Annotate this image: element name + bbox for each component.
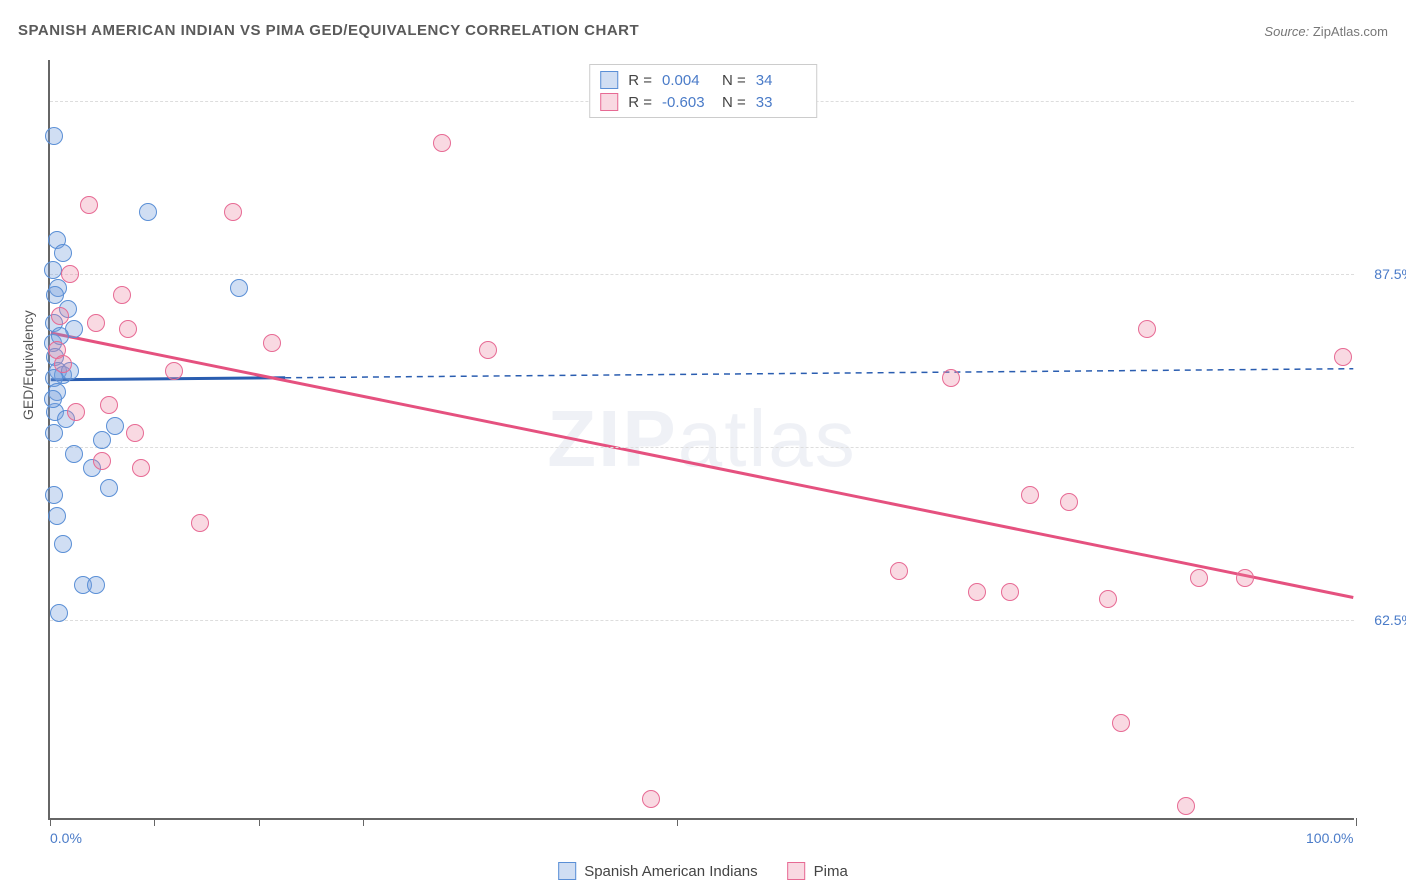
x-tick <box>363 818 364 826</box>
scatter-point-b <box>263 334 281 352</box>
stats-legend-row-b: R = -0.603 N = 33 <box>600 91 806 113</box>
stats-legend-row-a: R = 0.004 N = 34 <box>600 69 806 91</box>
swatch-series-b <box>600 93 618 111</box>
scatter-point-b <box>51 307 69 325</box>
scatter-point-b <box>1334 348 1352 366</box>
source-attribution: Source: ZipAtlas.com <box>1264 24 1388 39</box>
scatter-point-b <box>61 265 79 283</box>
x-tick-label: 0.0% <box>50 830 82 846</box>
scatter-point-a <box>87 576 105 594</box>
scatter-point-b <box>1001 583 1019 601</box>
scatter-point-a <box>230 279 248 297</box>
r-label: R = <box>628 72 652 89</box>
swatch-series-b <box>788 862 806 880</box>
scatter-point-b <box>224 203 242 221</box>
scatter-point-b <box>80 196 98 214</box>
y-tick-label: 62.5% <box>1374 612 1406 628</box>
scatter-point-b <box>132 459 150 477</box>
n-value-b: 33 <box>756 94 806 111</box>
scatter-point-a <box>45 127 63 145</box>
scatter-point-b <box>87 314 105 332</box>
x-tick <box>1356 818 1357 826</box>
stats-legend: R = 0.004 N = 34 R = -0.603 N = 33 <box>589 64 817 118</box>
gridline <box>50 274 1354 275</box>
scatter-point-b <box>113 286 131 304</box>
swatch-series-a <box>558 862 576 880</box>
legend-item-b: Pima <box>788 862 848 880</box>
scatter-point-a <box>65 445 83 463</box>
source-value: ZipAtlas.com <box>1313 24 1388 39</box>
watermark-bold: ZIP <box>547 394 677 483</box>
trend-line <box>51 333 1354 598</box>
scatter-point-a <box>44 261 62 279</box>
y-axis-label: GED/Equivalency <box>20 310 36 420</box>
bottom-legend: Spanish American Indians Pima <box>558 862 848 880</box>
scatter-point-b <box>1099 590 1117 608</box>
scatter-point-b <box>1177 797 1195 815</box>
scatter-point-a <box>93 431 111 449</box>
scatter-point-b <box>479 341 497 359</box>
scatter-point-b <box>165 362 183 380</box>
scatter-point-a <box>45 486 63 504</box>
x-tick <box>154 818 155 826</box>
scatter-point-b <box>126 424 144 442</box>
scatter-point-a <box>54 244 72 262</box>
scatter-point-a <box>139 203 157 221</box>
scatter-point-b <box>119 320 137 338</box>
swatch-series-a <box>600 71 618 89</box>
legend-label-a: Spanish American Indians <box>584 863 757 880</box>
scatter-point-a <box>44 390 62 408</box>
chart-title: SPANISH AMERICAN INDIAN VS PIMA GED/EQUI… <box>18 22 639 39</box>
trend-lines-svg <box>50 60 1354 818</box>
scatter-point-b <box>942 369 960 387</box>
watermark: ZIPatlas <box>547 393 856 485</box>
scatter-point-a <box>100 479 118 497</box>
scatter-point-a <box>54 535 72 553</box>
scatter-point-b <box>1190 569 1208 587</box>
scatter-point-b <box>93 452 111 470</box>
scatter-point-b <box>54 355 72 373</box>
gridline <box>50 447 1354 448</box>
scatter-point-b <box>67 403 85 421</box>
legend-label-b: Pima <box>814 863 848 880</box>
n-value-a: 34 <box>756 72 806 89</box>
scatter-point-b <box>1112 714 1130 732</box>
n-label: N = <box>722 72 746 89</box>
r-value-a: 0.004 <box>662 72 712 89</box>
scatter-point-b <box>433 134 451 152</box>
scatter-point-b <box>968 583 986 601</box>
trend-line <box>285 369 1353 378</box>
n-label: N = <box>722 94 746 111</box>
r-label: R = <box>628 94 652 111</box>
chart-container: SPANISH AMERICAN INDIAN VS PIMA GED/EQUI… <box>0 0 1406 892</box>
scatter-point-a <box>48 507 66 525</box>
r-value-b: -0.603 <box>662 94 712 111</box>
scatter-point-b <box>100 396 118 414</box>
x-tick-label: 100.0% <box>1306 830 1353 846</box>
scatter-point-b <box>642 790 660 808</box>
watermark-light: atlas <box>678 394 857 483</box>
scatter-point-b <box>1060 493 1078 511</box>
plot-area: ZIPatlas 62.5%87.5%0.0%100.0% <box>48 60 1354 820</box>
legend-item-a: Spanish American Indians <box>558 862 757 880</box>
x-tick <box>259 818 260 826</box>
scatter-point-a <box>106 417 124 435</box>
scatter-point-a <box>50 604 68 622</box>
gridline <box>50 620 1354 621</box>
x-tick <box>50 818 51 826</box>
scatter-point-b <box>890 562 908 580</box>
scatter-point-b <box>191 514 209 532</box>
x-tick <box>677 818 678 826</box>
y-tick-label: 87.5% <box>1374 266 1406 282</box>
scatter-point-b <box>1236 569 1254 587</box>
source-label: Source: <box>1264 24 1309 39</box>
scatter-point-b <box>1021 486 1039 504</box>
scatter-point-a <box>45 424 63 442</box>
scatter-point-b <box>1138 320 1156 338</box>
